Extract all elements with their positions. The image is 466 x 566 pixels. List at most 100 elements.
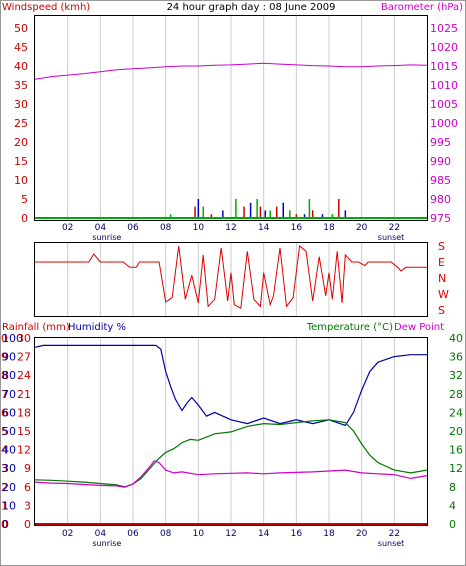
dewpoint-axis-title: Dew Point	[394, 322, 444, 333]
rainfall-tick: 3	[1, 462, 8, 475]
barometer-tick: 1020	[430, 41, 458, 54]
humidity-scale-tick: 3	[24, 499, 31, 512]
temperature-tick: 0	[449, 518, 456, 531]
sunrise-label: sunrise	[92, 233, 121, 242]
barometer-tick: 995	[430, 136, 451, 149]
windspeed-tick: 30	[14, 98, 28, 111]
barometer-tick: 1015	[430, 60, 458, 73]
windspeed-tick: 25	[14, 117, 28, 130]
barometer-tick: 1025	[430, 22, 458, 35]
humidity-tick: 10	[2, 499, 16, 512]
direction-label: N	[438, 272, 446, 285]
barometer-axis-title: Barometer (hPa)	[381, 2, 463, 13]
rainfall-tick: 7	[1, 388, 8, 401]
rainfall-tick: 2	[1, 481, 8, 494]
x-tick: 06	[127, 223, 139, 233]
x-tick: 14	[258, 223, 270, 233]
barometer-tick: 985	[430, 174, 451, 187]
x-tick: 16	[291, 223, 303, 233]
rainfall-tick: 9	[1, 351, 8, 364]
bottom-panel	[34, 337, 428, 526]
humidity-scale-tick: 18	[17, 406, 31, 419]
rainfall-tick: 6	[1, 406, 8, 419]
temperature-axis-title: Temperature (°C)	[306, 322, 393, 333]
rainfall-axis-title: Rainfall (mm)	[2, 322, 70, 333]
x-tick-bottom: 14	[258, 529, 270, 539]
wind-direction-panel	[34, 242, 428, 317]
barometer-tick: 1000	[430, 117, 458, 130]
direction-label: E	[438, 256, 445, 269]
windspeed-tick: 5	[21, 193, 28, 206]
humidity-scale-tick: 30	[17, 332, 31, 345]
wind-direction-series-line	[35, 245, 427, 309]
temperature-tick: 24	[449, 406, 463, 419]
humidity-tick: 80	[2, 369, 16, 382]
humidity-scale-tick: 21	[17, 388, 31, 401]
x-tick-bottom: 12	[225, 529, 236, 539]
windspeed-tick: 45	[14, 41, 28, 54]
temperature-tick: 4	[449, 499, 456, 512]
barometer-tick: 990	[430, 155, 451, 168]
windspeed-tick: 40	[14, 60, 28, 73]
x-tick: 22	[389, 223, 400, 233]
rainfall-tick: 0	[1, 518, 8, 531]
x-tick-bottom: 06	[127, 529, 139, 539]
humidity-tick: 60	[2, 406, 16, 419]
barometer-series-line	[34, 62, 428, 80]
humidity-scale-tick: 12	[17, 444, 31, 457]
x-tick-bottom: 08	[160, 529, 172, 539]
rainfall-tick: 8	[1, 369, 8, 382]
barometer-tick: 1005	[430, 98, 458, 111]
direction-label: W	[438, 288, 449, 301]
x-tick: 08	[160, 223, 172, 233]
x-tick-bottom: 02	[62, 529, 73, 539]
rainfall-tick: 5	[1, 425, 8, 438]
rainfall-tick: 10	[0, 332, 8, 345]
sunrise-label-bottom: sunrise	[92, 539, 121, 548]
direction-label: S	[438, 240, 445, 253]
x-tick: 18	[323, 223, 335, 233]
humidity-series-line	[34, 344, 427, 427]
rainfall-tick: 1	[1, 499, 8, 512]
temperature-tick: 16	[449, 444, 463, 457]
barometer-tick: 1010	[430, 79, 458, 92]
windspeed-tick: 35	[14, 79, 28, 92]
humidity-scale-tick: 9	[24, 462, 31, 475]
humidity-tick: 20	[2, 481, 16, 494]
humidity-tick: 70	[2, 388, 16, 401]
windspeed-tick: 10	[14, 174, 28, 187]
windspeed-tick: 0	[21, 212, 28, 225]
wind-direction-grid	[67, 243, 395, 316]
x-tick: 04	[95, 223, 107, 233]
humidity-tick: 40	[2, 444, 16, 457]
humidity-scale-tick: 0	[24, 518, 31, 531]
humidity-axis-title: Humidity %	[68, 322, 126, 333]
temperature-series-line	[34, 419, 428, 488]
temperature-tick: 32	[449, 369, 463, 382]
dewpoint-series-line	[34, 460, 428, 488]
temperature-tick: 12	[449, 462, 463, 475]
x-tick-bottom: 18	[323, 529, 335, 539]
humidity-scale-tick: 24	[17, 369, 31, 382]
humidity-scale-tick: 15	[17, 425, 31, 438]
x-tick: 20	[356, 223, 368, 233]
x-tick: 12	[225, 223, 236, 233]
windspeed-axis-title: Windspeed (kmh)	[2, 2, 90, 13]
windspeed-bars	[169, 199, 347, 218]
x-tick-bottom: 20	[356, 529, 368, 539]
temperature-tick: 20	[449, 425, 463, 438]
chart-title: 24 hour graph day : 08 June 2009	[167, 2, 336, 13]
x-tick-bottom: 22	[389, 529, 400, 539]
barometer-tick-labels: 1025 1020 1015 1010 1005 1000 995 990 985 980 975	[430, 22, 458, 225]
bottom-x-tick-labels: 02 04 06 08 10 12 14 16 18 20 22	[62, 529, 400, 539]
sunset-label: sunset	[378, 233, 405, 242]
x-tick: 02	[62, 223, 73, 233]
humidity-tick: 0	[2, 518, 9, 531]
x-tick-bottom: 04	[95, 529, 107, 539]
humidity-scale-tick: 27	[17, 351, 31, 364]
sunset-label-bottom: sunset	[378, 539, 405, 548]
